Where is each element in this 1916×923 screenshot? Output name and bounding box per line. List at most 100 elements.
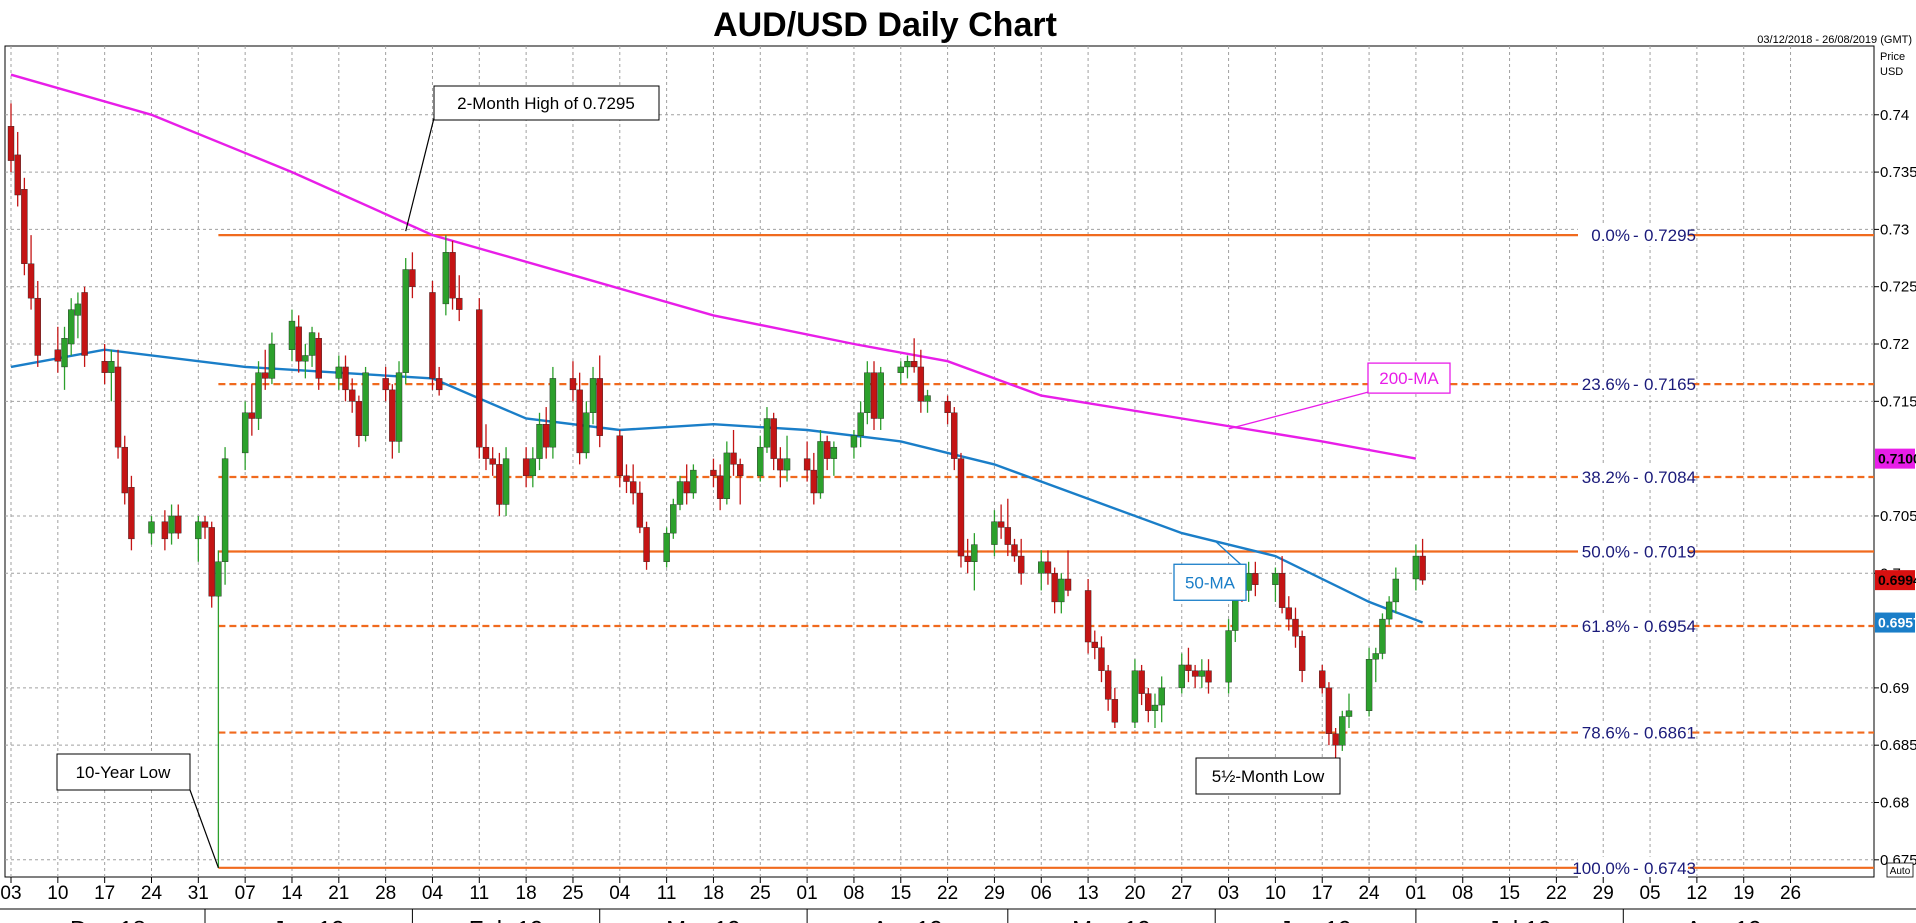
candle-body (1098, 647, 1105, 671)
candle-body (362, 372, 369, 436)
candle-body (108, 361, 115, 373)
candle-body (543, 424, 550, 448)
candle-body (1325, 687, 1333, 734)
candle-body (690, 469, 697, 494)
candle-body (61, 338, 68, 368)
x-tick-label: 31 (188, 883, 209, 904)
x-tick-label: 06 (1031, 883, 1052, 904)
x-tick-label: 26 (1780, 883, 1801, 904)
x-tick-label: 03 (1218, 883, 1239, 904)
x-tick-label: 05 (1639, 883, 1660, 904)
date-range-label: 03/12/2018 - 26/08/2019 (GMT) (1757, 34, 1912, 46)
candle-body (114, 366, 122, 448)
candle-body (215, 561, 222, 597)
x-tick-label: 22 (1546, 883, 1567, 904)
y-tick-label: 0.72 (1880, 336, 1909, 353)
candle-body (583, 412, 590, 454)
x-tick-label: 27 (1171, 883, 1192, 904)
candle-body (295, 326, 302, 362)
candle-body (589, 378, 597, 413)
ma50-label-box (1173, 563, 1247, 601)
month-low-label-box (1195, 757, 1341, 795)
candle-body (763, 418, 771, 448)
candle-body (944, 401, 951, 413)
candle-body (730, 452, 737, 465)
month-label: Jan 19 (273, 916, 345, 923)
ma50-line (10, 348, 1424, 624)
y-tick-label: 0.715 (1880, 393, 1916, 410)
candle-body (870, 372, 878, 419)
candle-body (924, 395, 931, 402)
high-label: 2-Month High of 0.7295 (457, 94, 635, 113)
candle-body (877, 372, 884, 419)
month-label: Mar 19 (666, 916, 741, 923)
y-tick-label: 0.735 (1880, 164, 1916, 181)
x-tick-label: 07 (235, 883, 256, 904)
candle-body (195, 521, 202, 540)
fib-label-bg (1578, 614, 1688, 637)
fib-value-label: 0.6743 (1644, 859, 1696, 878)
candle-body (850, 435, 858, 448)
candle-body (710, 469, 717, 477)
low-label: 10-Year Low (76, 763, 172, 782)
month-low-label: 5½-Month Low (1212, 767, 1325, 786)
candle-body (1225, 630, 1232, 683)
candle-body (823, 441, 831, 459)
y-tick-label: 0.73 (1880, 221, 1909, 238)
candle-body (1419, 555, 1426, 581)
candle-body (395, 372, 403, 442)
candle-body (529, 458, 537, 477)
candle-body (1004, 527, 1012, 545)
fib-pct-label: 23.6% (1582, 375, 1630, 394)
fib-value-label: 0.7295 (1644, 226, 1696, 245)
fib-pct-label: 50.0% (1582, 542, 1630, 561)
month-label: Feb 19 (469, 916, 544, 923)
x-tick-label: 29 (1593, 883, 1614, 904)
high-pointer (405, 117, 435, 232)
x-tick-label: 01 (1405, 883, 1426, 904)
candle-body (389, 389, 396, 442)
candle-body (74, 303, 82, 316)
candle-body (1091, 641, 1098, 648)
candle-body (830, 446, 838, 459)
candle-body (997, 521, 1005, 528)
candle-body (308, 332, 316, 356)
candle-body (201, 521, 209, 528)
candle-body (482, 446, 490, 459)
x-tick-label: 03 (0, 883, 21, 904)
plot-frame (4, 45, 1875, 878)
candle-body (101, 361, 108, 373)
candle-body (1038, 561, 1045, 574)
fib-label-bg (1578, 856, 1688, 879)
high-label-box (433, 85, 660, 121)
candle-body (7, 126, 15, 161)
candle-body (1319, 670, 1326, 689)
candle-body (897, 366, 904, 373)
candle-body (1285, 607, 1292, 620)
candle-body (502, 458, 510, 505)
candle-body (1104, 670, 1112, 700)
x-tick-label: 15 (890, 883, 911, 904)
fib-sep: - (1633, 617, 1639, 636)
x-tick-label: 22 (937, 883, 958, 904)
x-tick-label: 15 (1499, 883, 1520, 904)
candle-body (1252, 573, 1259, 585)
candle-body (1051, 573, 1058, 603)
candle-body (536, 424, 543, 459)
month-label: Jun 19 (1280, 916, 1352, 923)
candle-body (1064, 578, 1072, 591)
candle-body (1379, 618, 1386, 654)
candle-body (1017, 555, 1025, 574)
x-tick-label: 12 (1686, 883, 1707, 904)
candle-body (663, 532, 670, 562)
candle-body (128, 487, 135, 540)
fib-pct-label: 78.6% (1582, 724, 1630, 743)
chart-title: AUD/USD Daily Chart (713, 6, 1057, 44)
price-tag-bg (1875, 570, 1915, 591)
x-tick-label: 04 (422, 883, 444, 904)
candle-body (54, 349, 62, 362)
candle-body (302, 355, 309, 362)
candle-body (1191, 670, 1199, 677)
